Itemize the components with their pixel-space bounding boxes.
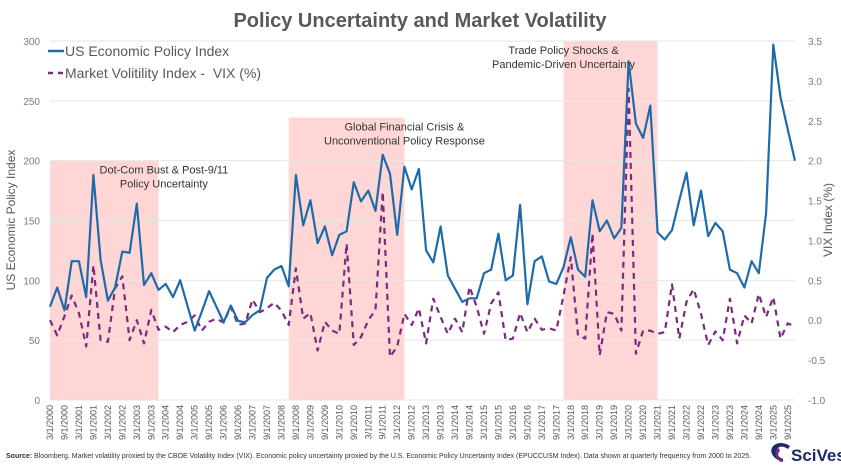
x-tick-label: 3/1/2017 <box>537 405 547 440</box>
x-tick-label: 9/1/2022 <box>696 405 706 440</box>
scivest-logo: SciVest <box>771 442 841 465</box>
x-tick-label: 9/1/2021 <box>667 405 677 440</box>
x-tick-label: 9/1/2018 <box>580 405 590 440</box>
x-tick-label: 3/1/2000 <box>45 405 55 440</box>
x-tick-label: 9/1/2013 <box>436 405 446 440</box>
x-tick-label: 9/1/2002 <box>117 405 127 440</box>
x-tick-label: 9/1/2005 <box>204 405 214 440</box>
region-annotation-line: Pandemic-Driven Uncertainty <box>492 59 636 71</box>
region-annotation-line: Trade Policy Shocks & <box>508 45 619 57</box>
y2-tick-label: -0.5 <box>808 356 826 367</box>
scivest-logo-mark-icon <box>771 442 790 462</box>
x-tick-label: 3/1/2024 <box>739 405 749 440</box>
x-tick-label: 3/1/2019 <box>595 405 605 440</box>
legend-label-vix: Market Volitility Index - VIX (%) <box>65 65 261 81</box>
y2-tick-label: 3.5 <box>808 37 822 48</box>
x-tick-label: 9/1/2003 <box>146 405 156 440</box>
x-tick-label: 3/1/2021 <box>653 405 663 440</box>
x-tick-label: 3/1/2023 <box>710 405 720 440</box>
x-tick-label: 3/1/2010 <box>334 405 344 440</box>
y-tick-label: 250 <box>23 97 40 108</box>
source-note: Source: Bloomberg. Market volatility pro… <box>6 453 751 460</box>
x-axis-ticks: 3/1/2000 9/1/2000 3/1/2001 9/1/2001 3/1/2002… <box>45 405 793 440</box>
x-tick-label: 3/1/2018 <box>566 405 576 440</box>
region-annotation-line: Dot-Com Bust & Post-9/11 <box>100 165 229 177</box>
shaded-region <box>288 117 405 400</box>
y-tick-label: 50 <box>29 336 41 347</box>
x-tick-label: 3/1/2009 <box>305 405 315 440</box>
x-tick-label: 9/1/2023 <box>725 405 735 440</box>
legend-item-epu: US Economic Policy Index <box>48 43 229 59</box>
x-tick-label: 3/1/2008 <box>276 405 286 440</box>
legend: US Economic Policy Index Market Volitili… <box>48 43 261 81</box>
x-tick-label: 3/1/2005 <box>190 405 200 440</box>
x-tick-label: 9/1/2024 <box>754 405 764 440</box>
y2-tick-label: -1.0 <box>808 396 826 407</box>
region-annotation-line: Global Financial Crisis & <box>345 122 465 134</box>
x-tick-label: 3/1/2013 <box>421 405 431 440</box>
x-tick-label: 9/1/2011 <box>378 405 388 439</box>
logo-text: SciVest <box>791 446 841 465</box>
y2-tick-label: 2.5 <box>808 117 822 128</box>
y-tick-label: 0 <box>34 396 40 407</box>
y2-tick-label: 3.0 <box>808 77 822 88</box>
epu-series-line <box>48 43 797 332</box>
y2-tick-label: 1.5 <box>808 197 822 208</box>
x-tick-label: 9/1/2006 <box>233 405 243 440</box>
x-tick-label: 9/1/2014 <box>465 405 475 440</box>
region-annotation-line: Unconventional Policy Response <box>324 136 485 148</box>
annotations: Dot-Com Bust & Post-9/11 Policy Uncertain… <box>100 45 636 191</box>
legend-label-epu: US Economic Policy Index <box>65 43 229 59</box>
x-tick-label: 3/1/2011 <box>363 405 373 439</box>
x-tick-label: 9/1/2015 <box>493 405 503 440</box>
x-tick-label: 3/1/2016 <box>508 405 518 440</box>
y-tick-label: 150 <box>23 217 40 228</box>
x-tick-label: 9/1/2009 <box>320 405 330 440</box>
source-text: Bloomberg. Market volatility proxied by … <box>32 453 751 460</box>
y2-tick-label: 0.0 <box>808 316 822 327</box>
y-axis-right-title: VIX Index (%) <box>821 183 835 257</box>
x-tick-label: 3/1/2022 <box>682 405 692 440</box>
x-tick-label: 9/1/2012 <box>407 405 417 440</box>
x-tick-label: 9/1/2016 <box>522 405 532 440</box>
y-tick-label: 100 <box>23 276 40 287</box>
y-tick-label: 200 <box>23 157 40 168</box>
y2-tick-label: 1.0 <box>808 236 822 247</box>
x-tick-label: 9/1/2025 <box>783 405 793 440</box>
x-tick-label: 3/1/2007 <box>248 405 258 440</box>
x-tick-label: 9/1/2004 <box>175 405 185 440</box>
y-axis-left-title: US Economic Policy Index <box>4 150 18 291</box>
x-tick-label: 9/1/2020 <box>638 405 648 440</box>
x-tick-label: 3/1/2014 <box>450 405 460 440</box>
x-tick-label: 3/1/2002 <box>103 405 113 440</box>
x-tick-label: 9/1/2010 <box>349 405 359 440</box>
x-tick-label: 3/1/2001 <box>74 405 84 440</box>
x-tick-label: 9/1/2019 <box>609 405 619 440</box>
region-annotation-line: Policy Uncertainty <box>120 179 209 191</box>
series-lines <box>48 43 797 358</box>
y-axis-left-ticks: 0 50 100 150 200 250 300 <box>23 37 40 407</box>
x-tick-label: 3/1/2015 <box>479 405 489 440</box>
x-tick-label: 9/1/2008 <box>291 405 301 440</box>
chart-title: Policy Uncertainty and Market Volatility <box>233 10 607 32</box>
x-tick-label: 9/1/2007 <box>262 405 272 440</box>
x-tick-label: 3/1/2004 <box>161 405 171 440</box>
x-tick-label: 3/1/2020 <box>624 405 634 440</box>
y-tick-label: 300 <box>23 37 40 48</box>
y2-tick-label: 2.0 <box>808 157 822 168</box>
x-tick-label: 3/1/2025 <box>768 405 778 440</box>
source-label: Source: <box>6 453 32 460</box>
x-tick-label: 9/1/2000 <box>59 405 69 440</box>
x-tick-label: 9/1/2001 <box>88 405 98 440</box>
vix-series-line <box>49 87 796 358</box>
y-axis-right-ticks: -1.0 -0.5 0.0 0.5 1.0 1.5 2.0 2.5 3.0 3.5 <box>808 37 826 407</box>
x-tick-label: 3/1/2012 <box>392 405 402 440</box>
x-tick-label: 9/1/2017 <box>551 405 561 440</box>
legend-item-vix: Market Volitility Index - VIX (%) <box>48 65 261 81</box>
x-tick-label: 3/1/2006 <box>219 405 229 440</box>
x-tick-label: 3/1/2003 <box>132 405 142 440</box>
y2-tick-label: 0.5 <box>808 276 822 287</box>
